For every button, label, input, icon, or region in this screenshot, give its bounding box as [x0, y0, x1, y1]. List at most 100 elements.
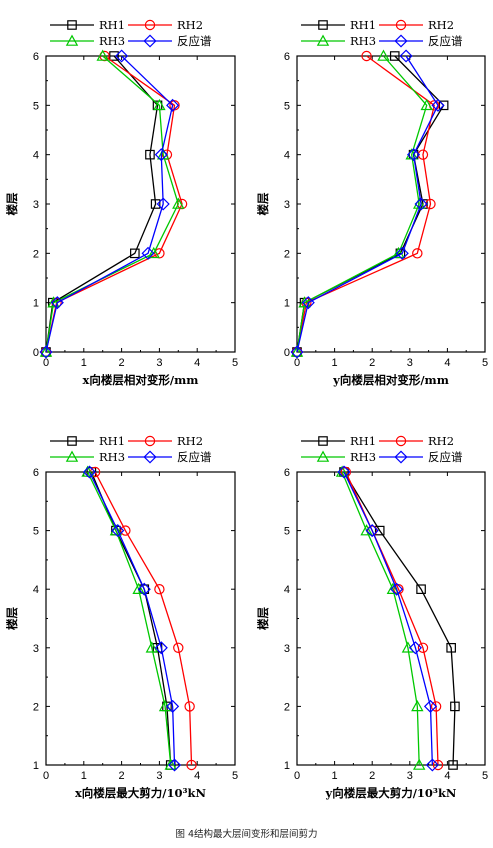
data-point [39, 345, 53, 359]
x-tick-label: 1 [81, 357, 87, 369]
legend-marker [395, 19, 407, 31]
series-line [45, 55, 179, 353]
y-tick-label: 0 [33, 347, 39, 359]
data-point [82, 465, 97, 479]
legend-marker [394, 450, 408, 464]
legend-marker [65, 34, 79, 46]
data-point [172, 197, 185, 209]
series-line [88, 471, 176, 766]
legend-label: RH1 [99, 434, 125, 448]
data-point [446, 642, 456, 653]
y-tick-label: 1 [33, 298, 39, 310]
data-point [448, 760, 458, 770]
data-point [337, 465, 351, 479]
y-tick-label: 6 [284, 51, 290, 63]
legend-label: 反应谱 [428, 34, 463, 48]
series-line [343, 471, 456, 766]
x-tick-label: 1 [332, 357, 338, 369]
x-tick-label: 4 [194, 357, 200, 369]
y-tick-label: 4 [284, 150, 290, 162]
x-tick-label: 4 [444, 770, 450, 782]
data-point [137, 582, 151, 596]
legend-marker [316, 450, 330, 462]
series-line [345, 471, 439, 766]
data-point [156, 197, 170, 211]
legend-label: RH3 [99, 450, 125, 464]
legend-marker [318, 20, 328, 30]
series-line [90, 471, 172, 766]
data-point [50, 296, 64, 310]
x-axis-title: x向楼层相对变形/mm [83, 373, 199, 387]
data-point [411, 699, 424, 712]
data-point [395, 246, 409, 260]
data-point [431, 98, 445, 112]
data-point [399, 49, 413, 63]
x-tick-label: 2 [119, 357, 125, 369]
data-point [96, 49, 109, 61]
y-axis-title: 楼层 [5, 192, 19, 215]
data-point [166, 98, 180, 112]
data-point [120, 525, 131, 536]
data-point [416, 584, 426, 594]
legend-label: RH2 [177, 434, 203, 448]
data-point [130, 248, 140, 259]
legend-label: RH1 [99, 18, 125, 32]
x-tick-label: 3 [407, 357, 413, 369]
x-tick-label: 1 [332, 770, 338, 782]
plot-frame [45, 55, 236, 353]
legend-marker [143, 34, 157, 48]
data-point [173, 642, 184, 654]
y-tick-label: 1 [33, 760, 39, 772]
data-point [298, 296, 311, 308]
data-point [47, 296, 60, 308]
y-tick-label: 3 [284, 199, 290, 211]
data-point [420, 98, 433, 111]
data-point [115, 49, 129, 63]
legend-label: RH1 [350, 18, 376, 32]
legend-marker [65, 450, 79, 462]
x-tick-label: 2 [369, 770, 375, 782]
data-point [361, 50, 372, 62]
data-point [407, 148, 421, 162]
series-line [45, 55, 183, 353]
y-tick-label: 4 [284, 584, 290, 596]
x-tick-label: 0 [43, 770, 49, 782]
data-point [154, 641, 168, 655]
x-tick-label: 5 [232, 357, 238, 369]
data-point [423, 699, 438, 713]
legend-label: 反应谱 [177, 450, 212, 464]
x-tick-label: 3 [407, 770, 413, 782]
series-line [296, 55, 428, 353]
legend-marker [143, 450, 157, 464]
data-point [290, 345, 304, 359]
legend: RH1 RH2 RH3 反应谱 [50, 18, 212, 48]
data-point [147, 246, 160, 259]
data-point [301, 296, 315, 310]
legend-label: RH2 [428, 18, 454, 32]
data-point [360, 524, 373, 536]
y-tick-label: 1 [284, 760, 290, 772]
data-point [417, 149, 429, 160]
legend-label: 反应谱 [177, 34, 212, 48]
series-line [86, 471, 172, 766]
y-tick-label: 3 [33, 643, 39, 655]
series-line [45, 55, 159, 353]
y-tick-label: 5 [33, 100, 39, 112]
y-tick-label: 2 [284, 248, 290, 260]
y-tick-label: 5 [33, 526, 39, 538]
x-tick-label: 0 [294, 357, 300, 369]
data-point [145, 149, 155, 160]
x-tick-label: 3 [156, 357, 162, 369]
data-point [377, 49, 390, 61]
legend-label: RH1 [350, 434, 376, 448]
legend-label: RH2 [428, 434, 454, 448]
x-tick-label: 0 [294, 770, 300, 782]
y-tick-label: 5 [284, 526, 290, 538]
data-point [365, 524, 379, 538]
y-axis-title: 楼层 [256, 607, 270, 630]
data-point [154, 148, 168, 162]
y-tick-label: 1 [284, 298, 290, 310]
data-point [150, 199, 161, 209]
